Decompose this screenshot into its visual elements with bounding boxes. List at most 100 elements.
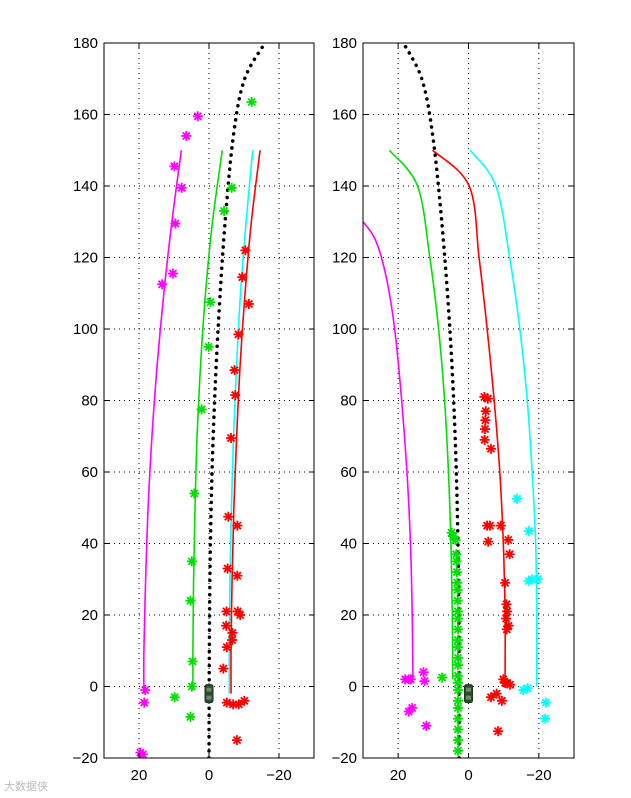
detection-marker — [186, 556, 197, 567]
detection-marker — [502, 606, 513, 617]
y-tick-label: −20 — [73, 750, 98, 767]
detection-marker — [169, 692, 180, 703]
y-tick-label: 100 — [332, 321, 357, 338]
y-tick-label: 20 — [81, 607, 98, 624]
detection-marker — [232, 735, 242, 746]
detection-marker — [518, 685, 529, 696]
x-tick-label: −20 — [266, 767, 291, 784]
detection-marker — [450, 534, 461, 545]
detection-marker — [222, 563, 233, 574]
detection-marker — [243, 298, 254, 309]
plot-series-area — [363, 43, 551, 758]
detection-marker — [135, 747, 146, 758]
detection-marker — [186, 681, 197, 692]
y-tick-label: 80 — [81, 393, 98, 410]
detection-marker — [452, 745, 463, 756]
ego-vehicle-icon — [464, 684, 473, 704]
y-tick-label: 0 — [90, 679, 98, 696]
detection-marker — [452, 685, 463, 696]
detection-marker — [232, 570, 243, 581]
y-tick-label: 180 — [73, 35, 98, 52]
detection-marker — [504, 679, 515, 690]
detection-marker — [503, 534, 514, 545]
detection-marker — [230, 390, 241, 401]
plot-series-area — [135, 43, 267, 758]
x-tick-label: 20 — [390, 767, 407, 784]
detection-marker — [452, 735, 463, 746]
detection-marker — [418, 667, 429, 678]
detection-marker — [237, 272, 248, 283]
detection-marker — [226, 182, 237, 193]
detection-marker — [482, 393, 493, 404]
detection-marker — [246, 96, 257, 107]
detection-marker — [452, 713, 463, 724]
detection-marker — [139, 697, 150, 708]
detection-marker — [170, 218, 181, 229]
detection-marker — [452, 660, 463, 671]
detection-marker — [185, 711, 196, 722]
detection-marker — [233, 329, 244, 340]
lane-line — [230, 150, 261, 694]
detection-marker — [403, 706, 414, 717]
lane-line — [388, 149, 454, 680]
detection-marker — [480, 415, 491, 426]
detection-marker — [486, 443, 497, 454]
x-tick-label: 0 — [205, 767, 213, 784]
detection-marker — [240, 245, 251, 256]
detection-marker — [479, 434, 490, 445]
y-tick-label: 140 — [73, 178, 98, 195]
y-tick-label: 80 — [340, 393, 357, 410]
detection-marker — [419, 676, 430, 687]
x-tick-label: 0 — [464, 767, 472, 784]
y-tick-label: 160 — [73, 107, 98, 124]
detection-marker — [405, 674, 416, 685]
detection-marker — [221, 620, 232, 631]
detection-marker — [495, 520, 506, 531]
detection-marker — [452, 606, 463, 617]
detection-marker — [437, 672, 448, 683]
y-tick-label: 140 — [332, 178, 357, 195]
y-tick-label: −20 — [332, 750, 357, 767]
detection-marker — [523, 525, 534, 536]
detection-marker — [227, 635, 238, 646]
ego-vehicle-window — [466, 687, 471, 692]
x-tick-label: 20 — [131, 767, 148, 784]
detection-marker — [451, 556, 462, 567]
detection-marker — [540, 713, 551, 724]
detection-marker — [452, 724, 463, 735]
lane-line — [192, 150, 224, 691]
ego-vehicle-window — [206, 687, 212, 692]
detection-marker — [192, 111, 203, 122]
detection-marker — [235, 610, 246, 620]
detection-marker — [232, 520, 243, 531]
lane-line — [432, 149, 507, 680]
detection-marker — [229, 365, 240, 376]
x-tick-label: −20 — [526, 767, 551, 784]
left-panel-plot: 20 0 −20 −20 0 20 40 60 80 100 120 140 160 180 — [73, 35, 315, 784]
detection-marker — [239, 695, 250, 706]
detection-marker — [421, 720, 432, 731]
detection-marker — [167, 268, 178, 279]
detection-marker — [532, 574, 543, 585]
detection-marker — [157, 279, 168, 290]
ego-vehicle-window — [206, 695, 212, 700]
y-tick-label: 120 — [332, 250, 357, 267]
detection-marker — [501, 624, 512, 635]
detection-marker — [218, 663, 229, 674]
detection-marker — [221, 606, 232, 617]
ego-path-dotted-line — [401, 43, 461, 758]
detection-marker — [540, 697, 551, 708]
detection-marker — [140, 685, 151, 696]
ego-vehicle-window — [466, 695, 471, 700]
detection-marker — [451, 567, 462, 578]
y-tick-label: 120 — [73, 250, 98, 267]
detection-marker — [176, 182, 187, 193]
y-tick-label: 100 — [73, 321, 98, 338]
y-tick-label: 40 — [81, 536, 98, 553]
ego-path-dotted-line — [207, 43, 267, 758]
detection-marker — [452, 702, 463, 713]
detection-marker — [452, 642, 463, 653]
y-tick-label: 60 — [340, 464, 357, 481]
detection-marker — [181, 130, 192, 141]
